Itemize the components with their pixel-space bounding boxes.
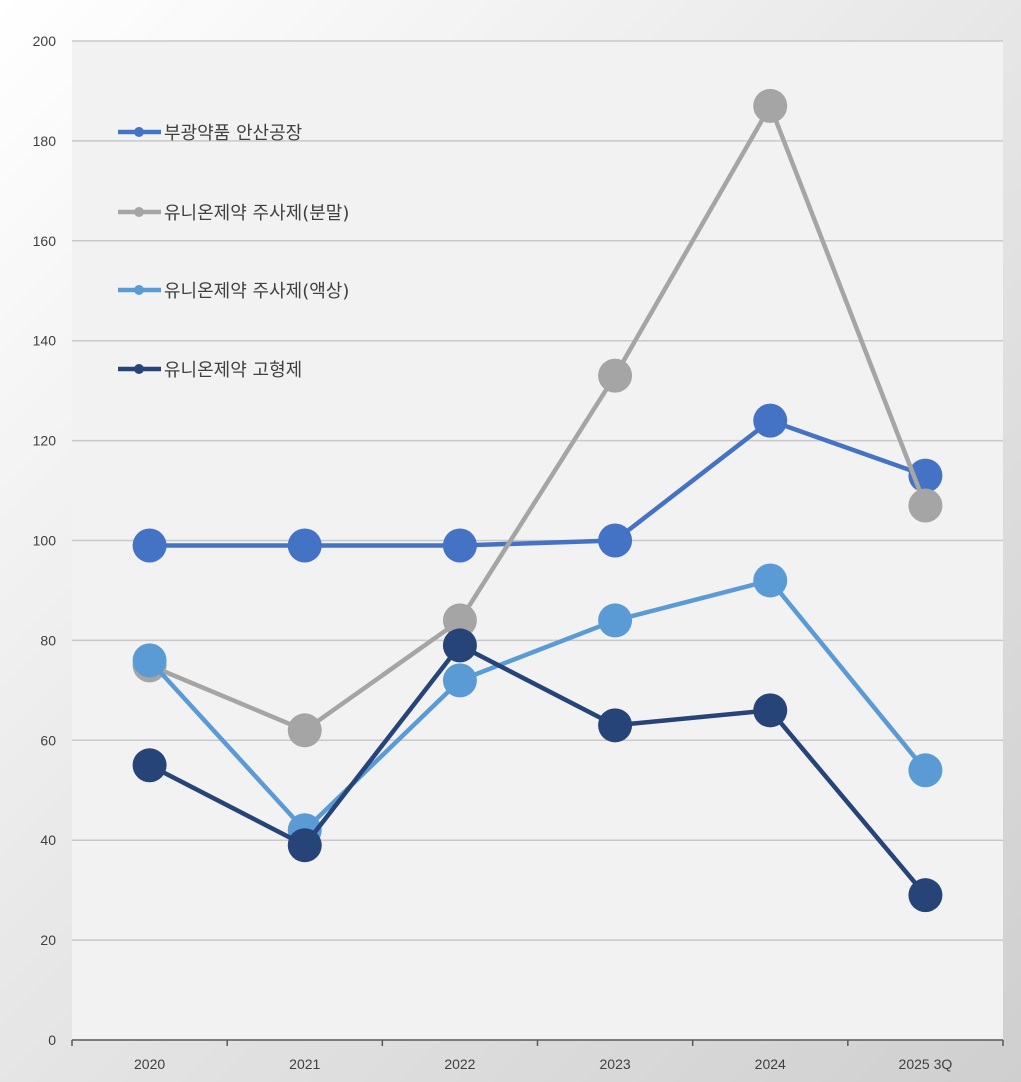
y-tick-label: 160 [33, 233, 57, 249]
data-point [908, 878, 943, 913]
y-tick-label: 120 [33, 433, 57, 449]
x-tick-label: 2020 [134, 1056, 165, 1072]
data-point [753, 563, 788, 598]
y-tick-label: 100 [33, 533, 57, 549]
y-tick-label: 80 [40, 632, 56, 648]
legend-marker [134, 127, 144, 137]
data-point [598, 708, 633, 743]
data-point [753, 693, 788, 728]
data-point [753, 403, 788, 438]
series-1 [132, 403, 943, 563]
y-tick-label: 140 [33, 333, 57, 349]
data-point [908, 488, 943, 523]
legend-marker [134, 364, 144, 374]
x-tick-label: 2021 [289, 1056, 320, 1072]
x-tick-label: 2023 [600, 1056, 631, 1072]
legend-marker [134, 207, 144, 217]
series-line [149, 418, 927, 548]
y-tick-label: 60 [40, 732, 56, 748]
legend-label: 부광약품 안산공장 [164, 123, 302, 144]
x-tick-label: 2024 [755, 1056, 786, 1072]
y-tick-label: 20 [40, 932, 56, 948]
data-point [287, 528, 322, 563]
legend-marker [134, 285, 144, 295]
series-line [148, 103, 928, 733]
y-tick-label: 40 [40, 832, 56, 848]
y-tick-label: 180 [33, 133, 57, 149]
y-tick-label: 200 [33, 33, 57, 49]
data-point [442, 603, 477, 638]
data-point [908, 753, 943, 788]
data-point [287, 713, 322, 748]
data-point [442, 628, 477, 663]
legend-item: 유니온제약 고형제 [118, 360, 302, 381]
x-tick-label: 2025 3Q [899, 1056, 953, 1072]
legend-item: 유니온제약 주사제(액상) [118, 281, 349, 302]
legend-label: 유니온제약 주사제(액상) [164, 281, 349, 302]
data-point [132, 528, 167, 563]
data-point [287, 828, 322, 863]
data-point [442, 663, 477, 698]
data-point [753, 88, 788, 123]
series-4 [132, 628, 943, 913]
legend-label: 유니온제약 고형제 [164, 360, 302, 381]
legend-item: 부광약품 안산공장 [118, 123, 302, 144]
data-point [132, 748, 167, 783]
y-tick-label: 0 [48, 1032, 56, 1048]
legend-item: 유니온제약 주사제(분말) [118, 203, 349, 224]
data-point [442, 528, 477, 563]
series-line [148, 643, 928, 897]
x-tick-label: 2022 [444, 1056, 475, 1072]
data-point [598, 358, 633, 393]
series-line [147, 578, 928, 833]
data-point [598, 523, 633, 558]
data-point [132, 643, 167, 678]
data-point [598, 603, 633, 638]
legend-label: 유니온제약 주사제(분말) [164, 203, 349, 224]
